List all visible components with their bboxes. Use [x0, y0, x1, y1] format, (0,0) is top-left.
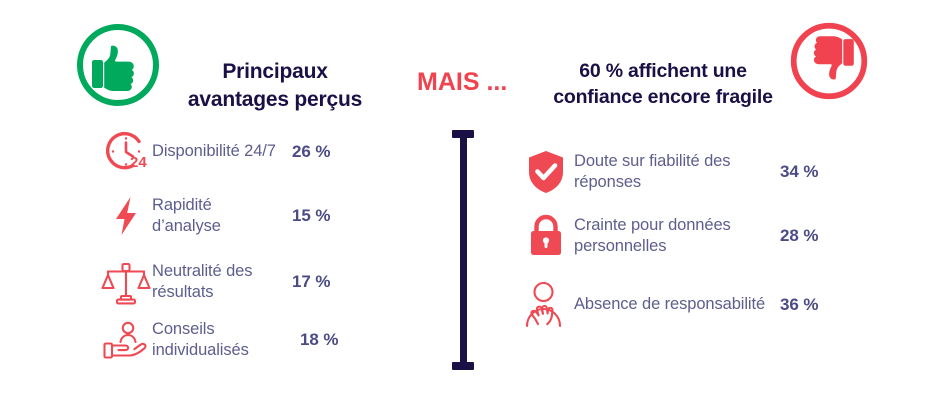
concerns-panel: MAIS ... 60 % affichent une confiance en… — [400, 0, 938, 403]
stat-row: Rapidité d’analyse 15 % — [100, 194, 372, 238]
advantages-heading-line2: avantages perçus — [187, 87, 363, 111]
stat-row: Neutralité des résultats 17 % — [100, 258, 372, 306]
stat-label: Doute sur fiabilité des réponses — [574, 151, 731, 191]
stat-row: 24 Disponibilité 24/7 26 % — [100, 129, 372, 175]
stat-row: Crainte pour données personnelles 28 % — [518, 212, 898, 260]
stat-row: Absence de responsabilité 36 % — [518, 280, 898, 330]
advantages-panel: Principaux avantages perçus 24 Disponibi… — [0, 0, 400, 403]
stat-value: 18 % — [300, 330, 339, 349]
svg-text:24: 24 — [130, 154, 147, 171]
stat-label: Absence de responsabilité — [574, 295, 766, 314]
thumbs-up-icon — [75, 22, 161, 108]
stat-label: Neutralité des résultats — [152, 261, 253, 301]
clock-24-icon: 24 — [100, 129, 152, 175]
stat-label: Disponibilité 24/7 — [152, 142, 276, 161]
person-hand-icon — [518, 280, 574, 330]
shield-check-icon — [518, 148, 574, 196]
thumbs-down-icon — [788, 20, 870, 102]
hand-person-icon — [100, 317, 152, 363]
stat-value: 15 % — [292, 206, 331, 225]
stat-value: 34 % — [780, 162, 819, 181]
stat-value: 36 % — [780, 295, 819, 314]
stat-value: 17 % — [292, 272, 331, 291]
stat-label: Crainte pour données personnelles — [574, 215, 731, 255]
concerns-heading-line2: confiance encore fragile — [553, 86, 773, 109]
stat-label: Rapidité d’analyse — [152, 195, 221, 235]
stat-value: 26 % — [292, 142, 331, 161]
stat-row: Doute sur fiabilité des réponses 34 % — [518, 148, 898, 196]
vertical-ibeam-divider — [452, 130, 474, 370]
divider-stem — [460, 130, 467, 370]
stat-label: Conseils individualisés — [152, 319, 249, 359]
divider-cap-bottom — [452, 362, 474, 370]
advantages-heading-line1: Principaux — [222, 60, 328, 83]
stat-row: Conseils individualisés 18 % — [100, 317, 372, 363]
padlock-icon — [518, 212, 574, 260]
lightning-bolt-icon — [100, 194, 152, 238]
connector-label: MAIS ... — [417, 68, 508, 96]
concerns-heading: 60 % affichent une confiance encore frag… — [518, 58, 808, 110]
stat-value: 28 % — [780, 226, 819, 245]
concerns-heading-line1: 60 % affichent une — [579, 60, 747, 82]
scales-balance-icon — [100, 258, 152, 306]
advantages-heading: Principaux avantages perçus — [160, 58, 390, 113]
